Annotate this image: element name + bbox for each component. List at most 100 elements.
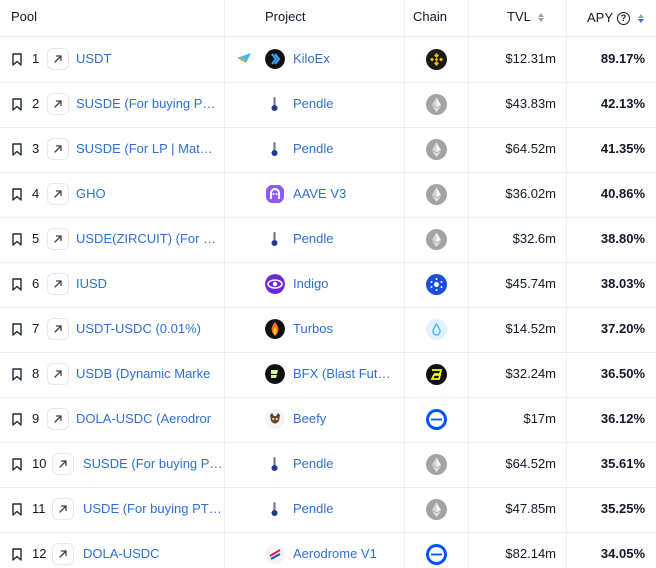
pool-link[interactable]: SUSDE (For buying P… bbox=[76, 96, 216, 111]
project-link[interactable]: Pendle bbox=[293, 456, 334, 471]
bookmark-icon[interactable] bbox=[12, 413, 22, 426]
apy-value: 36.12% bbox=[600, 411, 645, 426]
pool-link[interactable]: DOLA-USDC bbox=[83, 546, 160, 561]
external-link-button[interactable] bbox=[47, 273, 69, 295]
tvl-value: $64.52m bbox=[505, 456, 556, 471]
pool-link[interactable]: IUSD bbox=[76, 276, 108, 291]
apy-column-header[interactable]: APY ? bbox=[587, 0, 644, 36]
pool-link[interactable]: USDT bbox=[76, 51, 112, 66]
blast-icon[interactable] bbox=[426, 364, 447, 385]
apy-value: 40.86% bbox=[600, 186, 645, 201]
bookmark-icon[interactable] bbox=[12, 323, 22, 336]
pool-link[interactable]: GHO bbox=[76, 186, 106, 201]
beefy-icon bbox=[265, 409, 285, 429]
bookmark-icon[interactable] bbox=[12, 233, 22, 246]
base-icon[interactable] bbox=[426, 544, 447, 565]
ethereum-icon[interactable] bbox=[426, 94, 447, 115]
external-link-button[interactable] bbox=[47, 138, 69, 160]
apy-value: 42.13% bbox=[600, 96, 645, 111]
ethereum-icon[interactable] bbox=[426, 184, 447, 205]
apy-value: 35.61% bbox=[600, 456, 645, 471]
cardano-icon[interactable] bbox=[426, 274, 447, 295]
apy-value: 38.03% bbox=[600, 276, 645, 291]
sort-icon[interactable] bbox=[638, 11, 644, 25]
project-link[interactable]: Beefy bbox=[293, 411, 327, 426]
pool-link[interactable]: USDT-USDC (0.01%) bbox=[76, 321, 201, 336]
project-link[interactable]: Pendle bbox=[293, 96, 334, 111]
project-link[interactable]: Pendle bbox=[293, 501, 334, 516]
paper-plane-icon bbox=[236, 51, 252, 63]
column-divider bbox=[224, 0, 225, 568]
bookmark-icon[interactable] bbox=[12, 143, 22, 156]
pool-link[interactable]: SUSDE (For LP | Mat… bbox=[76, 141, 213, 156]
tvl-column-header[interactable]: TVL bbox=[507, 0, 544, 36]
external-link-button[interactable] bbox=[47, 408, 69, 430]
apy-value: 41.35% bbox=[600, 141, 645, 156]
apy-header-label: APY bbox=[586, 10, 613, 25]
arrow-up-right-icon bbox=[53, 144, 63, 154]
tvl-value: $14.52m bbox=[505, 321, 556, 336]
rank-number: 10 bbox=[32, 456, 47, 471]
project-link[interactable]: Indigo bbox=[293, 276, 329, 291]
bookmark-icon[interactable] bbox=[12, 503, 22, 516]
project-link[interactable]: KiloEx bbox=[293, 51, 330, 66]
tvl-value: $17m bbox=[523, 411, 556, 426]
external-link-button[interactable] bbox=[47, 318, 69, 340]
arrow-up-right-icon bbox=[53, 279, 63, 289]
help-icon[interactable]: ? bbox=[617, 11, 630, 25]
bookmark-icon[interactable] bbox=[12, 53, 22, 66]
pool-link[interactable]: USDB (Dynamic Marke bbox=[76, 366, 211, 381]
project-link[interactable]: Aerodrome V1 bbox=[293, 546, 377, 561]
pool-link[interactable]: USDE(ZIRCUIT) (For … bbox=[76, 231, 216, 246]
bookmark-icon[interactable] bbox=[12, 548, 22, 561]
external-link-button[interactable] bbox=[52, 498, 74, 520]
bookmark-icon[interactable] bbox=[12, 98, 22, 111]
external-link-button[interactable] bbox=[47, 48, 69, 70]
bookmark-icon[interactable] bbox=[12, 188, 22, 201]
project-link[interactable]: AAVE V3 bbox=[293, 186, 347, 201]
external-link-button[interactable] bbox=[47, 363, 69, 385]
bnb-chain-icon[interactable] bbox=[426, 49, 447, 70]
tvl-value: $47.85m bbox=[505, 501, 556, 516]
external-link-button[interactable] bbox=[47, 228, 69, 250]
bookmark-icon[interactable] bbox=[12, 278, 22, 291]
turbos-icon bbox=[265, 319, 285, 339]
sui-icon[interactable] bbox=[426, 319, 447, 340]
rank-number: 5 bbox=[32, 231, 40, 246]
table-row: 10 SUSDE (For buying P… Pendle $64.52m 3… bbox=[0, 443, 656, 488]
bookmark-icon[interactable] bbox=[12, 368, 22, 381]
pool-link[interactable]: SUSDE (For buying P… bbox=[83, 456, 223, 471]
pool-column-header: Pool bbox=[11, 9, 38, 24]
base-icon[interactable] bbox=[426, 409, 447, 430]
external-link-button[interactable] bbox=[47, 93, 69, 115]
tvl-value: $43.83m bbox=[505, 96, 556, 111]
external-link-button[interactable] bbox=[52, 543, 74, 565]
tvl-value: $32.6m bbox=[512, 231, 556, 246]
pool-link[interactable]: USDE (For buying PT… bbox=[83, 501, 222, 516]
sort-icon[interactable] bbox=[538, 11, 544, 25]
external-link-button[interactable] bbox=[47, 183, 69, 205]
pendle-icon bbox=[265, 94, 285, 114]
ethereum-icon[interactable] bbox=[426, 139, 447, 160]
arrow-up-right-icon bbox=[58, 549, 68, 559]
project-link[interactable]: Pendle bbox=[293, 231, 334, 246]
project-link[interactable]: BFX (Blast Fut… bbox=[293, 366, 391, 381]
table-row: 6 IUSD Indigo $45.74m 38.03% bbox=[0, 263, 656, 308]
table-header: Pool Project Chain TVL APY ? bbox=[0, 0, 656, 37]
table-row: 4 GHO AAVE V3 $36.02m 40.86% bbox=[0, 173, 656, 218]
pool-link[interactable]: DOLA-USDC (Aerodror bbox=[76, 411, 212, 426]
project-link[interactable]: Turbos bbox=[293, 321, 333, 336]
ethereum-icon[interactable] bbox=[426, 499, 447, 520]
table-row: 12 DOLA-USDC Aerodrome V1 $82.14m 34.05% bbox=[0, 533, 656, 568]
apy-value: 37.20% bbox=[600, 321, 645, 336]
arrow-up-right-icon bbox=[53, 234, 63, 244]
project-link[interactable]: Pendle bbox=[293, 141, 334, 156]
ethereum-icon[interactable] bbox=[426, 229, 447, 250]
external-link-button[interactable] bbox=[52, 453, 74, 475]
rank-number: 7 bbox=[32, 321, 40, 336]
bookmark-icon[interactable] bbox=[12, 458, 22, 471]
rank-number: 12 bbox=[32, 546, 47, 561]
ethereum-icon[interactable] bbox=[426, 454, 447, 475]
aave-icon bbox=[265, 184, 285, 204]
